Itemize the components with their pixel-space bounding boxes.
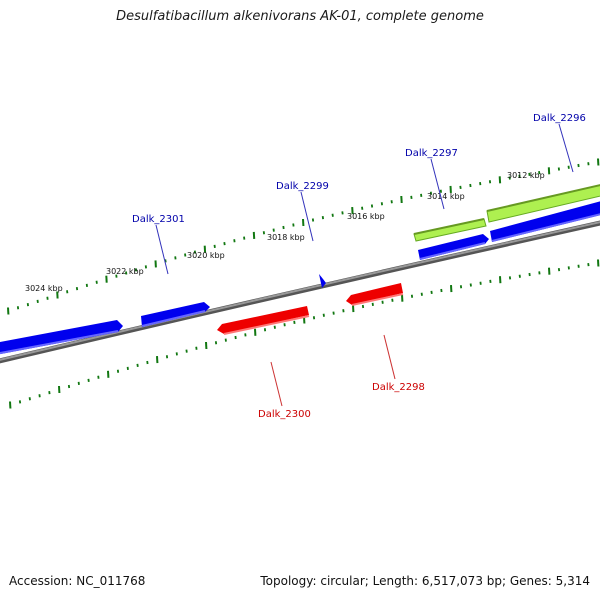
tick-label-3022: 3022 kbp (106, 267, 144, 276)
genome-title: Desulfatibacillum alkenivorans AK-01, co… (116, 9, 484, 24)
reverse-gene-dalk-2300[interactable] (217, 306, 310, 335)
forward-gene-dalk-2296[interactable] (490, 200, 600, 242)
forward-gene-dalk-2299[interactable] (319, 274, 326, 288)
forward-gene-dalk-2297[interactable] (418, 234, 489, 260)
gene-label-dalk-2298[interactable]: Dalk_2298 (372, 382, 425, 393)
genome-backbone-highlight (0, 221, 600, 361)
gene-label-dalk-2301[interactable]: Dalk_2301 (132, 214, 185, 225)
tick-label-3024: 3024 kbp (25, 284, 63, 293)
gene-label-dalk-2297[interactable]: Dalk_2297 (405, 148, 458, 159)
upper-tick-track (7, 158, 600, 315)
leader-line-dalk-2297 (430, 158, 445, 210)
leader-line-dalk-2300 (270, 361, 283, 407)
leader-line-dalk-2298 (383, 334, 396, 380)
forward-gene-dalk-2301-left[interactable] (0, 320, 123, 355)
leader-line-dalk-2296 (558, 123, 574, 173)
accession-text: Accession: NC_011768 (9, 574, 146, 588)
tick-label-3016: 3016 kbp (347, 212, 385, 221)
leader-line-dalk-2301 (155, 224, 169, 275)
gene-label-dalk-2296[interactable]: Dalk_2296 (533, 113, 586, 124)
gene-label-dalk-2299[interactable]: Dalk_2299 (276, 181, 329, 192)
lower-tick-track (9, 259, 600, 409)
forward-gene-dalk-2301[interactable] (141, 302, 210, 327)
rna-gene-dalk-2297[interactable] (413, 218, 487, 242)
tick-label-3014: 3014 kbp (427, 192, 465, 201)
genome-summary-text: Topology: circular; Length: 6,517,073 bp… (260, 574, 590, 588)
leader-line-dalk-2299 (300, 191, 314, 242)
gene-label-dalk-2300[interactable]: Dalk_2300 (258, 409, 311, 420)
reverse-gene-dalk-2298[interactable] (346, 283, 404, 306)
tick-label-3012: 3012 kbp (507, 171, 545, 180)
tick-label-3018: 3018 kbp (267, 233, 305, 242)
rna-gene-dalk-2296[interactable] (486, 184, 600, 223)
tick-label-3020: 3020 kbp (187, 251, 225, 260)
